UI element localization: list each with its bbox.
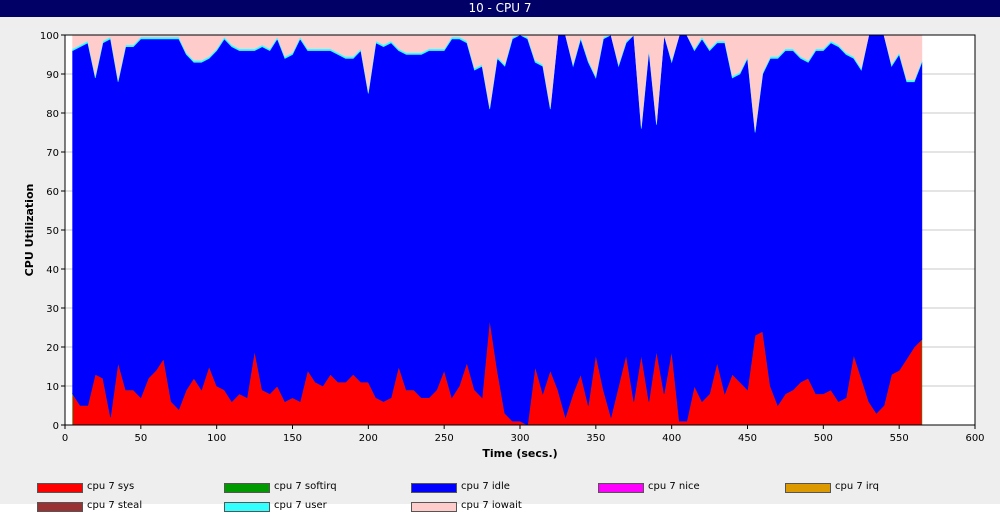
- x-tick-label: 150: [283, 433, 302, 444]
- series-areas: [72, 34, 923, 426]
- y-tick-label: 60: [46, 187, 59, 198]
- y-tick-label: 70: [46, 148, 59, 159]
- x-tick-label: 100: [207, 433, 226, 444]
- legend-swatch: [37, 483, 83, 493]
- legend-swatch: [598, 483, 644, 493]
- y-axis: 0 10 20 30 40 50 60 70 80 90 100: [40, 31, 65, 432]
- x-tick-label: 500: [814, 433, 833, 444]
- x-axis: 0 50 100 150 200 250 300 350 400 450 500 550 600: [62, 425, 985, 444]
- x-tick-label: 300: [510, 433, 529, 444]
- legend-label: cpu 7 user: [274, 500, 327, 511]
- legend-swatch: [785, 483, 831, 493]
- chart-panel: 0 10 20 30 40 50 60 70 80 90 100 0 50 100 150 200 250 30…: [0, 17, 1000, 512]
- x-tick-label: 450: [738, 433, 757, 444]
- legend-label: cpu 7 sys: [87, 481, 135, 492]
- legend-swatch: [224, 483, 270, 493]
- x-tick-label: 400: [662, 433, 681, 444]
- legend-label: cpu 7 softirq: [274, 481, 337, 492]
- y-tick-label: 80: [46, 109, 59, 120]
- legend-label: cpu 7 idle: [461, 481, 510, 492]
- x-tick-label: 600: [965, 433, 984, 444]
- y-tick-label: 40: [46, 265, 59, 276]
- x-tick-label: 200: [359, 433, 378, 444]
- cpu-chart: 0 10 20 30 40 50 60 70 80 90 100 0 50 100 150 200 250 30…: [23, 31, 985, 460]
- legend-swatch: [411, 483, 457, 493]
- legend-label: cpu 7 irq: [835, 481, 879, 492]
- y-axis-label: CPU Utilization: [23, 184, 36, 277]
- x-tick-label: 550: [890, 433, 909, 444]
- y-tick-label: 20: [46, 343, 59, 354]
- y-tick-label: 100: [40, 31, 59, 42]
- y-tick-label: 90: [46, 70, 59, 81]
- x-tick-label: 50: [134, 433, 147, 444]
- y-tick-label: 30: [46, 304, 59, 315]
- y-tick-label: 50: [46, 226, 59, 237]
- x-tick-label: 350: [586, 433, 605, 444]
- x-tick-label: 0: [62, 433, 68, 444]
- x-axis-label: Time (secs.): [482, 447, 557, 460]
- legend-label: cpu 7 iowait: [461, 500, 522, 511]
- area-cpu-7-idle: [72, 34, 923, 426]
- legend-label: cpu 7 steal: [87, 500, 143, 511]
- legend-label: cpu 7 nice: [648, 481, 700, 492]
- window-title: 10 - CPU 7: [0, 0, 1000, 17]
- legend: cpu 7 sys cpu 7 softirq cpu 7 idle cpu 7 ni…: [0, 480, 1000, 520]
- y-tick-label: 10: [46, 382, 59, 393]
- y-tick-label: 0: [53, 421, 59, 432]
- x-tick-label: 250: [435, 433, 454, 444]
